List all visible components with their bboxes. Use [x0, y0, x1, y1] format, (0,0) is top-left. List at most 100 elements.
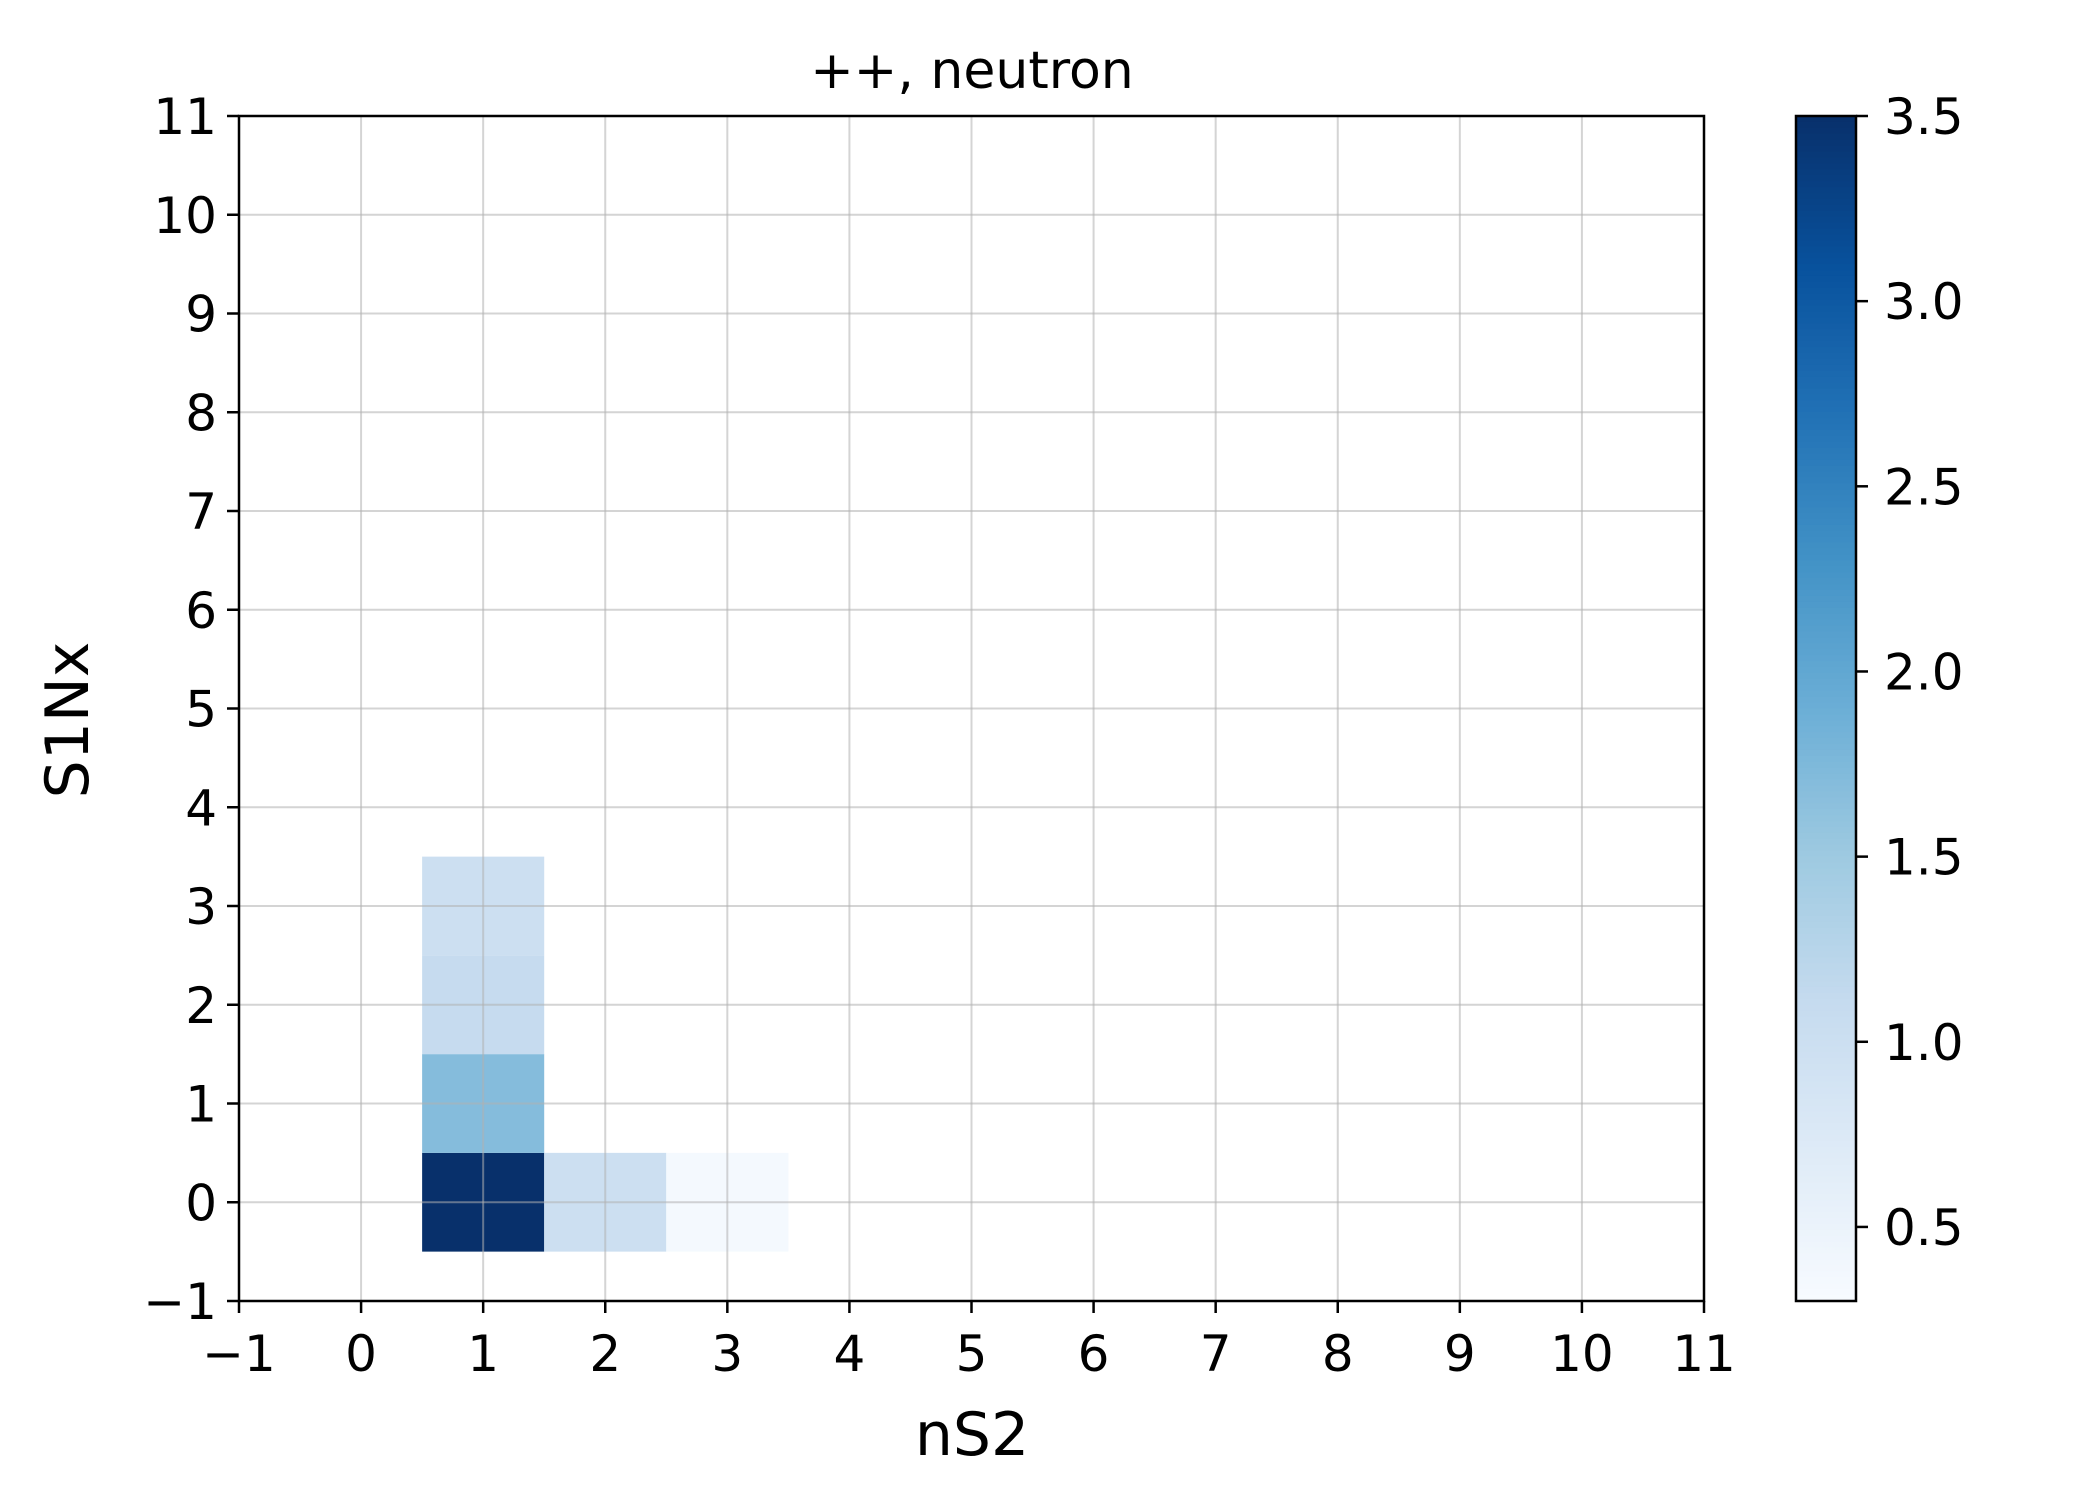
- colorbar-gradient-slice: [1796, 1223, 1856, 1231]
- colorbar-gradient-slice: [1796, 329, 1856, 337]
- colorbar-gradient-slice: [1796, 1289, 1856, 1297]
- colorbar-gradient-slice: [1796, 886, 1856, 894]
- colorbar-gradient-slice: [1796, 471, 1856, 479]
- colorbar-gradient-slice: [1796, 204, 1856, 212]
- x-tick-label: 0: [345, 1325, 377, 1383]
- x-tick-label: 8: [1322, 1325, 1354, 1383]
- colorbar-gradient-slice: [1796, 992, 1856, 1000]
- colorbar-gradient-slice: [1796, 447, 1856, 455]
- colorbar-gradient-slice: [1796, 382, 1856, 390]
- colorbar-gradient-slice: [1796, 181, 1856, 189]
- colorbar-gradient-slice: [1796, 501, 1856, 509]
- colorbar-gradient-slice: [1796, 625, 1856, 633]
- colorbar-gradient-slice: [1796, 293, 1856, 301]
- colorbar-gradient-slice: [1796, 981, 1856, 988]
- colorbar-gradient-slice: [1796, 347, 1856, 354]
- colorbar-gradient-slice: [1796, 1206, 1856, 1214]
- y-tick-label: 9: [185, 286, 217, 344]
- colorbar-gradient-slice: [1796, 1146, 1856, 1154]
- colorbar-gradient-slice: [1796, 400, 1856, 408]
- colorbar-gradient-slice: [1796, 512, 1856, 520]
- colorbar-gradient-slice: [1796, 1188, 1856, 1196]
- colorbar-gradient-slice: [1796, 1105, 1856, 1113]
- colorbar-gradient-slice: [1796, 1194, 1856, 1202]
- colorbar-gradient-slice: [1796, 151, 1856, 159]
- colorbar-gradient-slice: [1796, 554, 1856, 562]
- colorbar: 0.5 1.0 1.5 2.0 2.5 3.0 3.5: [1794, 88, 1964, 1303]
- colorbar-gradient-slice: [1796, 116, 1856, 123]
- colorbar-gradient-slice: [1796, 548, 1856, 556]
- colorbar-gradient-slice: [1796, 169, 1856, 177]
- x-tick-label: 11: [1672, 1325, 1736, 1383]
- colorbar-gradient-slice: [1796, 121, 1856, 129]
- x-tick-label: −1: [202, 1325, 276, 1383]
- colorbar-gradient-slice: [1796, 1004, 1856, 1012]
- y-tick-label: 3: [185, 878, 217, 936]
- colorbar-gradient-slice: [1796, 904, 1856, 911]
- colorbar-gradient-slice: [1796, 1235, 1856, 1243]
- y-tick-label: 7: [185, 483, 217, 541]
- plot-area: −1 0 1 2 3 4 5 6 7 8 9 10 11 −1 0 1 2 3 4 5 6 7 8 9 10 11: [143, 88, 1736, 1383]
- colorbar-gradient-slice: [1796, 844, 1856, 852]
- colorbar-gradient-slice: [1796, 1022, 1856, 1030]
- x-tick-label: 7: [1200, 1325, 1232, 1383]
- colorbar-gradient-slice: [1796, 1058, 1856, 1065]
- colorbar-gradient-slice: [1796, 483, 1856, 491]
- colorbar-gradient-slice: [1796, 791, 1856, 799]
- colorbar-gradient-slice: [1796, 364, 1856, 372]
- colorbar-gradient-slice: [1796, 773, 1856, 781]
- y-tick-label: 4: [185, 779, 217, 837]
- colorbar-gradient-slice: [1796, 210, 1856, 218]
- colorbar-gradient-slice: [1796, 986, 1856, 994]
- colorbar-gradient-slice: [1796, 649, 1856, 657]
- colorbar-gradient-slice: [1796, 1123, 1856, 1131]
- colorbar-gradient-slice: [1796, 601, 1856, 609]
- colorbar-gradient-slice: [1796, 1176, 1856, 1184]
- colorbar-gradient-slice: [1796, 424, 1856, 432]
- colorbar-gradient-slice: [1796, 287, 1856, 295]
- colorbar-gradient-slice: [1796, 1218, 1856, 1225]
- colorbar-gradient-slice: [1796, 311, 1856, 319]
- colorbar-gradient-slice: [1796, 702, 1856, 710]
- colorbar-gradient-slice: [1796, 684, 1856, 692]
- colorbar-gradient-slice: [1796, 1093, 1856, 1101]
- colorbar-gradient-slice: [1796, 157, 1856, 165]
- colorbar-gradient-slice: [1796, 637, 1856, 645]
- colorbar-gradient-slice: [1796, 270, 1856, 277]
- colorbar-gradient-slice: [1796, 572, 1856, 580]
- colorbar-tick-label: 3.5: [1884, 88, 1964, 146]
- colorbar-gradient-slice: [1796, 370, 1856, 378]
- y-tick-label: 11: [153, 88, 217, 146]
- colorbar-gradient-slice: [1796, 827, 1856, 834]
- colorbar-gradient-slice: [1796, 714, 1856, 722]
- y-tick-label: 2: [185, 977, 217, 1035]
- x-tick-label: 4: [834, 1325, 866, 1383]
- colorbar-gradient-slice: [1796, 1158, 1856, 1166]
- colorbar-gradient-slice: [1796, 1229, 1856, 1237]
- colorbar-gradient-slice: [1796, 619, 1856, 627]
- colorbar-gradient-slice: [1796, 1117, 1856, 1125]
- colorbar-gradient-slice: [1796, 430, 1856, 437]
- colorbar-gradient-slice: [1796, 216, 1856, 224]
- colorbar-gradient-slice: [1796, 595, 1856, 603]
- colorbar-gradient-slice: [1796, 868, 1856, 876]
- colorbar-gradient-slice: [1796, 1265, 1856, 1273]
- colorbar-gradient-slice: [1796, 459, 1856, 467]
- colorbar-gradient-slice: [1796, 957, 1856, 965]
- colorbar-gradient-slice: [1796, 1046, 1856, 1054]
- colorbar-gradient-slice: [1796, 560, 1856, 568]
- colorbar-gradient-slice: [1796, 489, 1856, 497]
- colorbar-gradient-slice: [1796, 832, 1856, 840]
- colorbar-gradient-slice: [1796, 815, 1856, 823]
- colorbar-tick-label: 1.0: [1884, 1014, 1964, 1072]
- colorbar-gradient-slice: [1796, 661, 1856, 669]
- colorbar-gradient-slice: [1796, 1052, 1856, 1060]
- colorbar-gradient-slice: [1796, 1271, 1856, 1279]
- colorbar-gradient-slice: [1796, 732, 1856, 740]
- colorbar-gradient-slice: [1796, 1129, 1856, 1137]
- y-tick-label: 1: [185, 1076, 217, 1134]
- colorbar-gradient-slice: [1796, 1069, 1856, 1077]
- x-tick-label: 9: [1444, 1325, 1476, 1383]
- x-tick-label: 3: [711, 1325, 743, 1383]
- colorbar-gradient-slice: [1796, 418, 1856, 426]
